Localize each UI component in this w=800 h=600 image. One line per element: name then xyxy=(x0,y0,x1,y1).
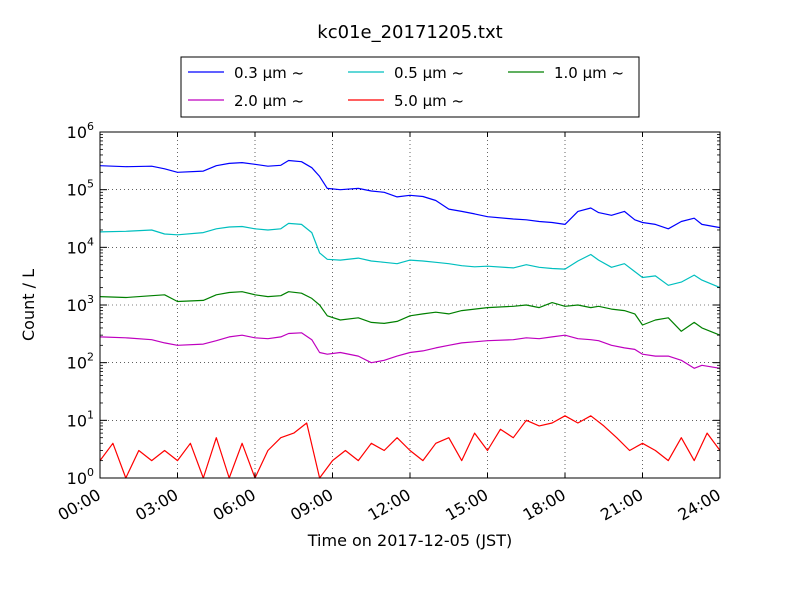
y-tick-label: 105 xyxy=(67,178,94,200)
legend-label: 1.0 μm ~ xyxy=(554,64,624,82)
series-layer xyxy=(99,159,721,479)
x-tick-label: 03:00 xyxy=(132,485,181,525)
x-tick-label: 15:00 xyxy=(442,485,491,525)
legend-label: 0.3 μm ~ xyxy=(234,64,304,82)
y-tick-label: 104 xyxy=(67,235,94,257)
y-tick-label: 101 xyxy=(67,408,94,430)
chart-title: kc01e_20171205.txt xyxy=(317,22,502,43)
x-tick-label: 18:00 xyxy=(520,485,569,525)
series-line-1 xyxy=(99,222,721,289)
x-tick-label: 09:00 xyxy=(287,485,336,525)
y-tick-label: 103 xyxy=(67,293,94,315)
y-axis-label: Count / L xyxy=(19,269,38,341)
legend-label: 2.0 μm ~ xyxy=(234,92,304,110)
legend-frame xyxy=(180,56,640,118)
x-tick-label: 21:00 xyxy=(597,485,646,525)
x-tick-label: 00:00 xyxy=(55,485,104,525)
legend-label: 0.5 μm ~ xyxy=(394,64,464,82)
legend-label: 5.0 μm ~ xyxy=(394,92,464,110)
y-tick-label: 102 xyxy=(67,351,94,373)
x-axis-label: Time on 2017-12-05 (JST) xyxy=(307,531,512,550)
legend: 0.3 μm ~ 0.5 μm ~ 1.0 μm ~ 2.0 μm ~ 5.0 μm ~ xyxy=(180,56,640,118)
y-tick-label: 100 xyxy=(67,466,94,488)
x-tick-label: 24:00 xyxy=(675,485,724,525)
plot-frame xyxy=(99,131,721,479)
x-tick-label: 06:00 xyxy=(210,485,259,525)
grid xyxy=(100,132,720,478)
series-line-2 xyxy=(99,291,721,336)
series-line-0 xyxy=(99,159,721,230)
x-tick-label: 12:00 xyxy=(365,485,414,525)
y-tick-label: 106 xyxy=(67,120,94,142)
series-line-3 xyxy=(99,332,721,369)
